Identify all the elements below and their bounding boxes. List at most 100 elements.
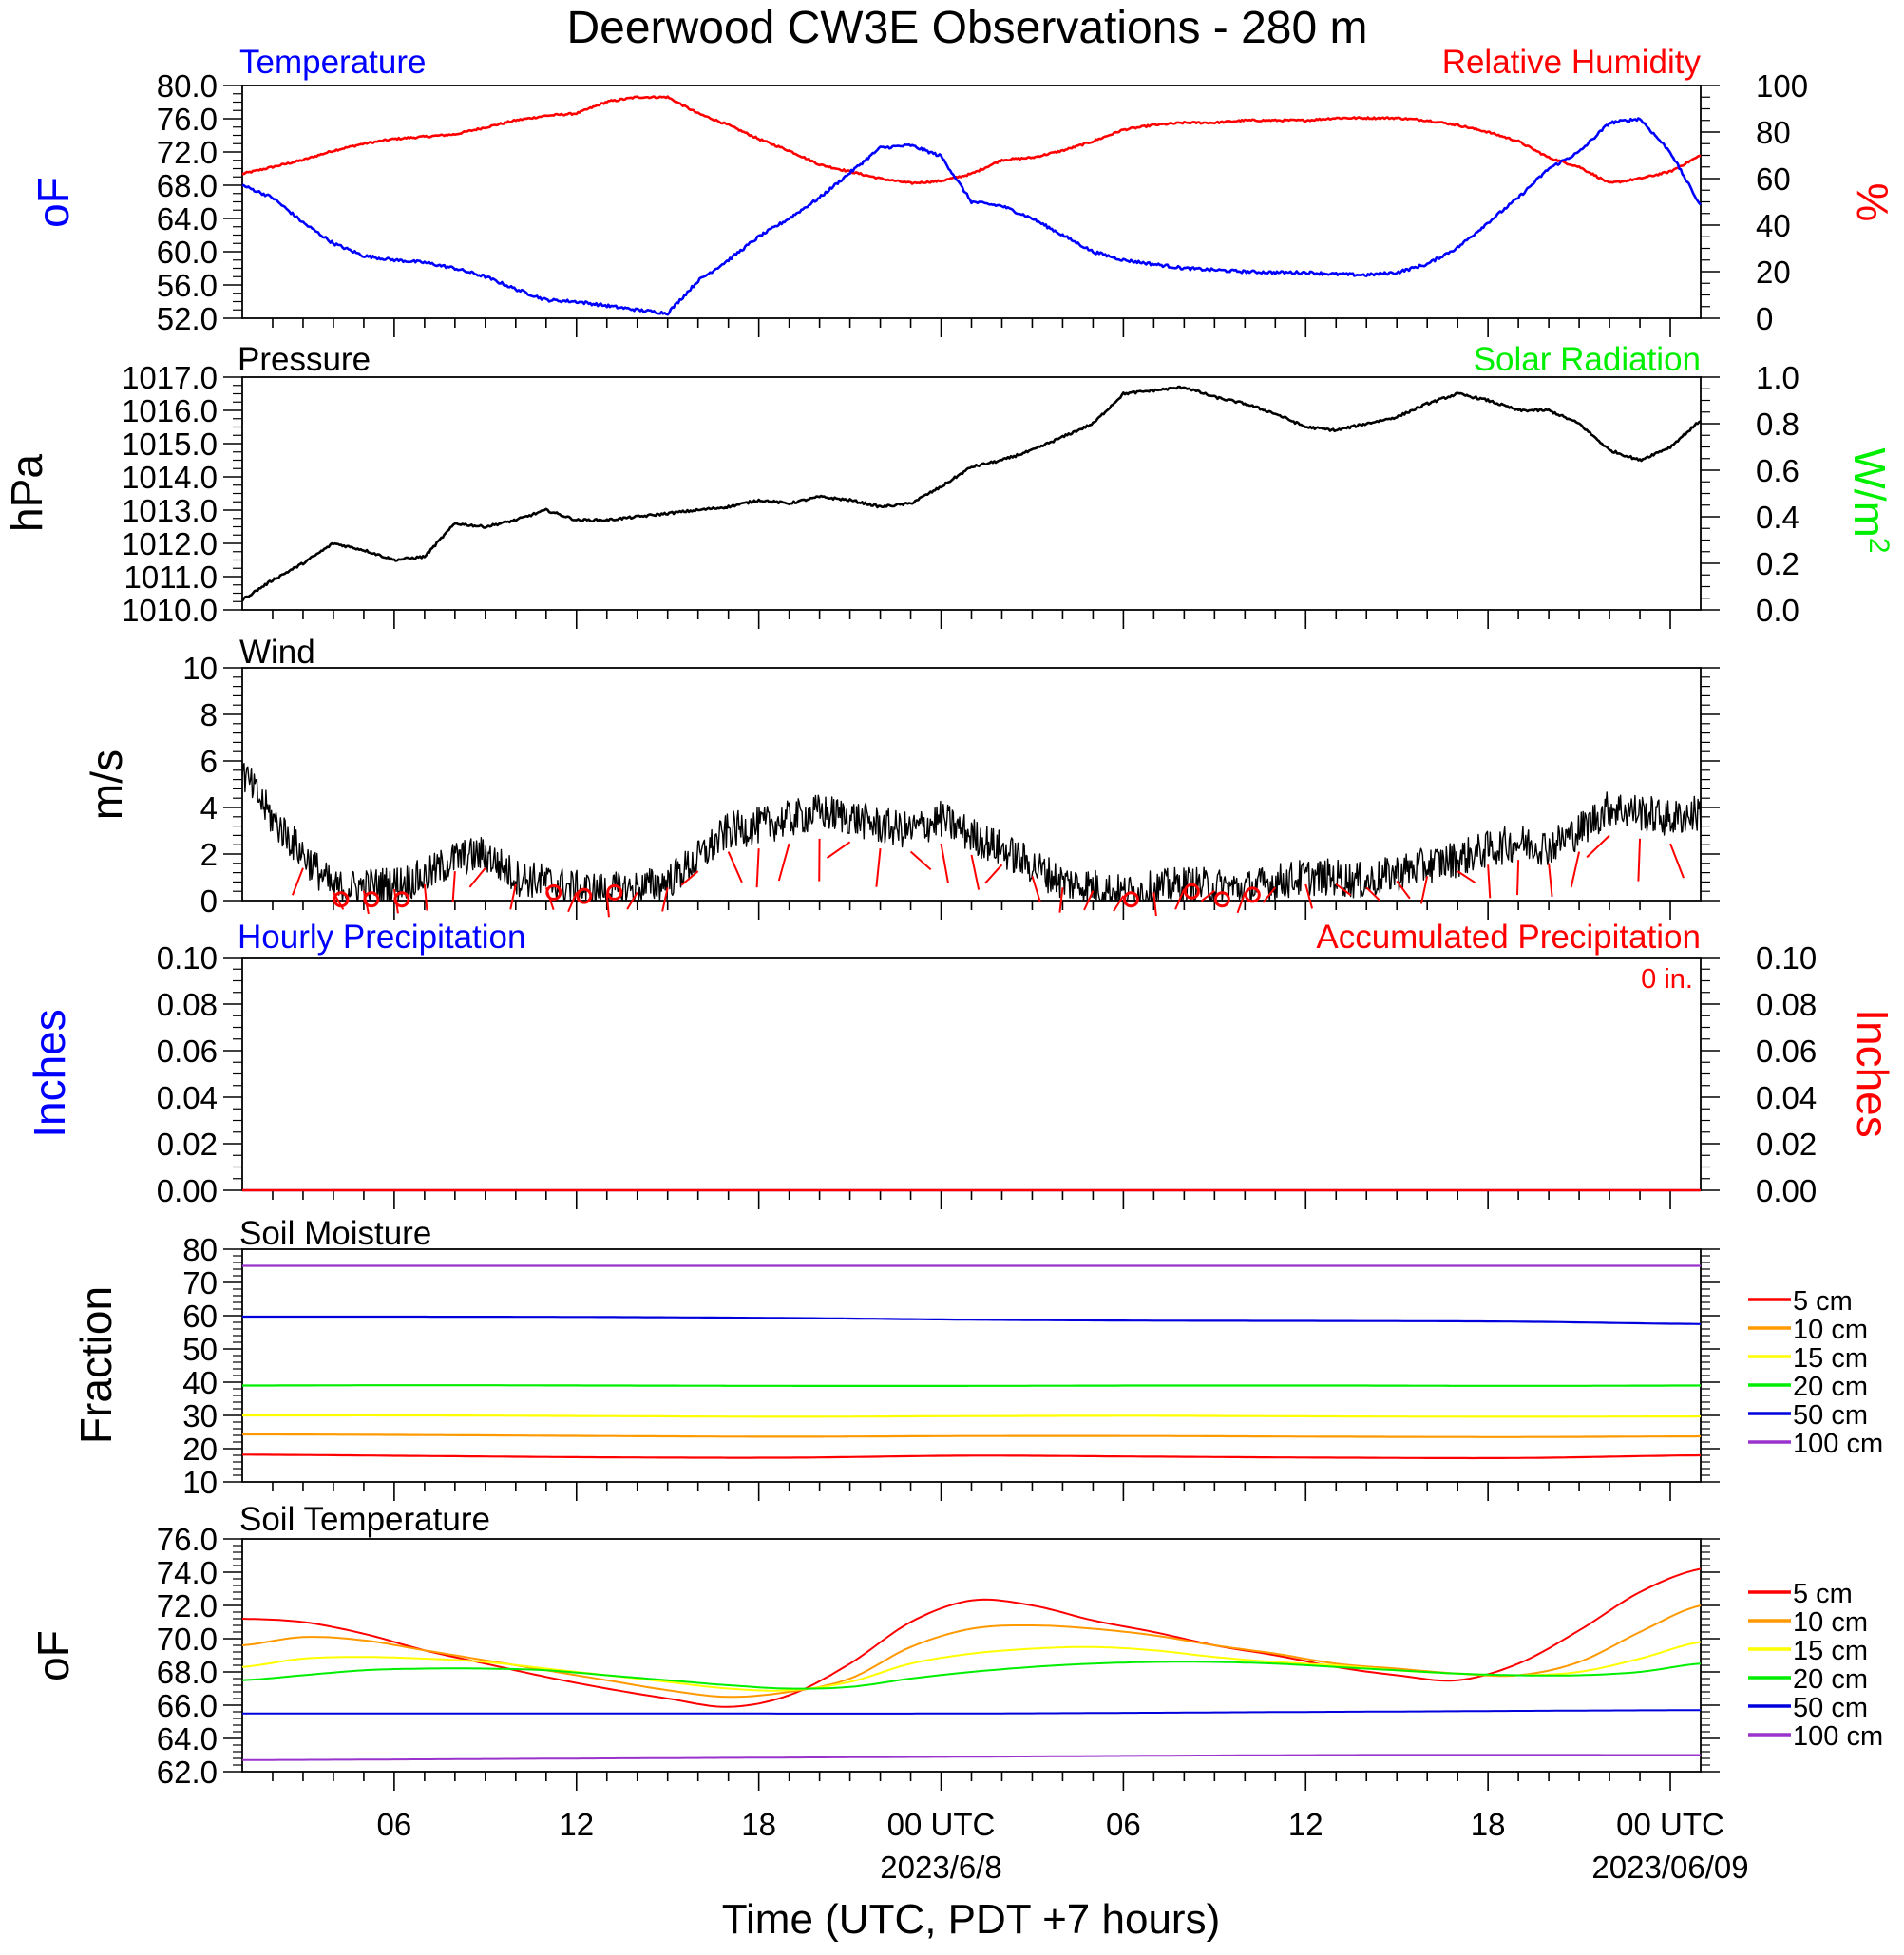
y-tick-label: 0.08 bbox=[157, 987, 218, 1022]
y-tick-label: 0.6 bbox=[1756, 453, 1799, 488]
y-tick-label: 0.8 bbox=[1756, 407, 1799, 442]
y-tick-label: 70 bbox=[182, 1265, 218, 1300]
legend-label: 5 cm bbox=[1793, 1286, 1853, 1317]
x-tick-label: 06 bbox=[377, 1807, 412, 1842]
y-tick-label: 80 bbox=[182, 1232, 218, 1267]
legend-label: 5 cm bbox=[1793, 1579, 1853, 1609]
y-tick-label: 80.0 bbox=[157, 68, 218, 104]
y-tick-label: 80 bbox=[1756, 115, 1791, 150]
x-tick-label: 18 bbox=[741, 1807, 776, 1842]
soil-moisture-unit: Fraction bbox=[71, 1286, 121, 1444]
y-tick-label: 4 bbox=[200, 790, 218, 826]
y-tick-label: 100 bbox=[1756, 68, 1808, 104]
y-tick-label: 10 bbox=[182, 651, 218, 686]
y-tick-label: 1016.0 bbox=[122, 393, 218, 428]
y-tick-label: 2 bbox=[200, 837, 218, 872]
y-tick-label: 60 bbox=[1756, 161, 1791, 197]
legend-label: 50 cm bbox=[1793, 1693, 1868, 1723]
y-tick-label: 0.4 bbox=[1756, 500, 1799, 535]
x-tick-label: 06 bbox=[1106, 1807, 1141, 1842]
y-tick-label: 0.04 bbox=[1756, 1080, 1817, 1115]
y-tick-label: 0 bbox=[200, 883, 218, 919]
x-axis-title: Time (UTC, PDT +7 hours) bbox=[722, 1896, 1220, 1943]
legend-label: 20 cm bbox=[1793, 1664, 1868, 1695]
y-tick-label: 1015.0 bbox=[122, 427, 218, 462]
accum-precip-title: Accumulated Precipitation bbox=[1316, 919, 1701, 956]
hourly-precip-unit: Inches bbox=[25, 1009, 74, 1138]
y-tick-label: 30 bbox=[182, 1398, 218, 1433]
y-tick-label: 40 bbox=[1756, 208, 1791, 243]
y-tick-label: 1010.0 bbox=[122, 593, 218, 628]
y-tick-label: 76.0 bbox=[157, 1522, 218, 1557]
y-tick-label: 56.0 bbox=[157, 268, 218, 303]
x-tick-label: 12 bbox=[559, 1807, 594, 1842]
humidity-unit: % bbox=[1848, 183, 1897, 222]
x-tick-label: 12 bbox=[1288, 1807, 1323, 1842]
legend-label: 10 cm bbox=[1793, 1315, 1868, 1345]
y-tick-label: 1.0 bbox=[1756, 360, 1799, 395]
y-tick-label: 0.00 bbox=[157, 1173, 218, 1208]
y-tick-label: 74.0 bbox=[157, 1555, 218, 1590]
y-tick-label: 76.0 bbox=[157, 102, 218, 137]
y-tick-label: 1014.0 bbox=[122, 460, 218, 495]
y-tick-label: 62.0 bbox=[157, 1755, 218, 1790]
y-tick-label: 0.10 bbox=[1756, 940, 1817, 976]
y-tick-label: 66.0 bbox=[157, 1688, 218, 1723]
temperature-title: Temperature bbox=[239, 44, 426, 81]
hourly-precip-title: Hourly Precipitation bbox=[238, 919, 525, 956]
y-tick-label: 64.0 bbox=[157, 201, 218, 237]
y-tick-label: 8 bbox=[200, 697, 218, 732]
y-tick-label: 52.0 bbox=[157, 301, 218, 336]
y-tick-label: 0.06 bbox=[1756, 1034, 1817, 1069]
y-tick-label: 0 bbox=[1756, 301, 1773, 336]
chart-title: Deerwood CW3E Observations - 280 m bbox=[567, 3, 1368, 53]
legend-label: 20 cm bbox=[1793, 1372, 1868, 1402]
y-tick-label: 0.02 bbox=[157, 1127, 218, 1162]
y-tick-label: 10 bbox=[182, 1465, 218, 1500]
x-tick-label: 00 UTC bbox=[887, 1807, 996, 1842]
soil-temp-title: Soil Temperature bbox=[239, 1501, 490, 1538]
y-tick-label: 40 bbox=[182, 1365, 218, 1400]
y-tick-label: 68.0 bbox=[157, 1655, 218, 1690]
temperature-unit: oF bbox=[29, 177, 78, 228]
wind-title: Wind bbox=[239, 634, 315, 671]
y-tick-label: 1011.0 bbox=[124, 560, 218, 595]
y-tick-label: 68.0 bbox=[157, 168, 218, 203]
accum-precip-total: 0 in. bbox=[1641, 964, 1693, 995]
y-tick-label: 0.02 bbox=[1756, 1127, 1817, 1162]
accum-precip-unit: Inches bbox=[1848, 1009, 1897, 1138]
pressure-unit: hPa bbox=[2, 454, 51, 532]
soil-moisture-line bbox=[242, 1385, 1701, 1386]
y-tick-label: 72.0 bbox=[157, 1588, 218, 1623]
y-tick-label: 0.10 bbox=[157, 940, 218, 976]
wind-barb bbox=[1517, 860, 1518, 895]
y-tick-label: 64.0 bbox=[157, 1721, 218, 1756]
y-tick-label: 20 bbox=[182, 1432, 218, 1467]
y-tick-label: 0.00 bbox=[1756, 1173, 1817, 1208]
legend-label: 50 cm bbox=[1793, 1400, 1868, 1431]
y-tick-label: 20 bbox=[1756, 255, 1791, 290]
y-tick-label: 50 bbox=[182, 1332, 218, 1367]
humidity-title: Relative Humidity bbox=[1442, 44, 1702, 81]
pressure-title: Pressure bbox=[238, 341, 371, 378]
legend-label: 10 cm bbox=[1793, 1607, 1868, 1638]
y-tick-label: 6 bbox=[200, 744, 218, 779]
y-tick-label: 1012.0 bbox=[122, 526, 218, 561]
y-tick-label: 1017.0 bbox=[122, 360, 218, 395]
x-tick-label: 18 bbox=[1471, 1807, 1506, 1842]
wind-unit: m/s bbox=[82, 750, 131, 820]
y-tick-label: 72.0 bbox=[157, 135, 218, 170]
y-tick-label: 70.0 bbox=[157, 1622, 218, 1657]
y-tick-label: 0.06 bbox=[157, 1034, 218, 1069]
y-tick-label: 0.04 bbox=[157, 1080, 218, 1115]
date-label: 2023/06/09 bbox=[1591, 1850, 1748, 1885]
legend-label: 100 cm bbox=[1793, 1429, 1883, 1459]
y-tick-label: 1013.0 bbox=[122, 493, 218, 528]
y-tick-label: 0.08 bbox=[1756, 987, 1817, 1022]
y-tick-label: 0.0 bbox=[1756, 593, 1799, 628]
y-tick-label: 60 bbox=[182, 1299, 218, 1334]
solar-title: Solar Radiation bbox=[1474, 341, 1701, 378]
